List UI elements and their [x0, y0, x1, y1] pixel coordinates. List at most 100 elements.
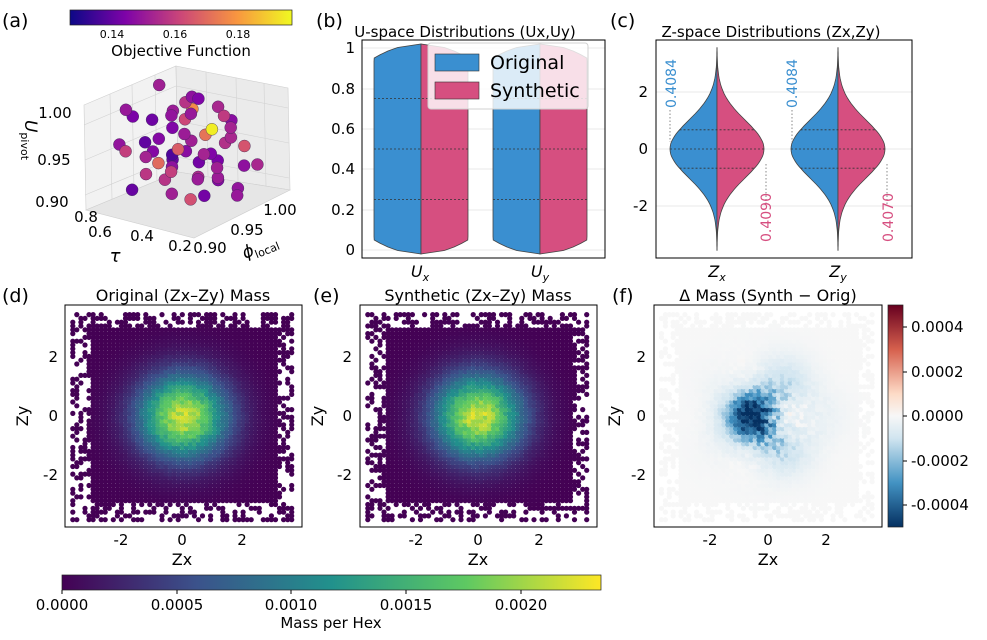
hex-cell — [494, 433, 501, 439]
hex-cell — [183, 414, 189, 420]
hex-cell — [555, 498, 561, 504]
hex-cell — [191, 437, 198, 443]
hex-cell — [175, 376, 181, 382]
hex-cell — [389, 498, 395, 504]
hex-cell — [171, 346, 177, 352]
hex-cell — [126, 433, 133, 439]
hex-cell — [413, 403, 420, 409]
hex-cell — [430, 475, 436, 481]
hex-cell — [244, 357, 250, 363]
hex-cell — [523, 475, 529, 481]
hex-cell — [458, 509, 464, 515]
hex-cell — [454, 509, 460, 515]
hex-cell — [401, 456, 407, 462]
scatter-points — [113, 78, 264, 206]
hex-cell — [511, 380, 517, 386]
hex-cell — [377, 482, 383, 489]
hex-cell — [531, 471, 537, 477]
hex-cell — [462, 410, 468, 417]
hex-cell — [454, 414, 460, 420]
hex-cell — [397, 490, 403, 496]
hex-cell — [450, 380, 456, 386]
hex-cell — [264, 460, 271, 466]
hex-cell — [559, 482, 566, 489]
hex-cell — [171, 406, 177, 413]
hex-cell — [555, 501, 561, 508]
hex-cell — [155, 422, 161, 428]
hex-cell — [430, 403, 436, 409]
hex-cell — [272, 482, 279, 489]
hex-cell — [446, 448, 452, 454]
hex-cell — [438, 429, 444, 436]
hex-cell — [458, 410, 464, 417]
hex-cell — [248, 437, 254, 443]
hex-cell — [78, 475, 84, 481]
hex-cell — [151, 334, 157, 341]
hex-cell — [135, 357, 141, 363]
hex-cell — [98, 418, 104, 424]
hex-cell — [519, 418, 525, 424]
hex-cell — [195, 479, 202, 485]
hex-cell — [272, 406, 279, 413]
hex-cell — [94, 406, 100, 413]
hex-cell — [377, 349, 383, 356]
hex-cell — [248, 479, 254, 485]
hex-cell — [385, 422, 391, 428]
hex-cell — [377, 444, 383, 451]
hex-cell — [139, 463, 145, 470]
hex-cell — [236, 437, 242, 443]
hex-cell — [486, 448, 493, 454]
hex-cell — [507, 479, 513, 485]
hex-cell — [438, 444, 444, 451]
hex-cell — [498, 460, 505, 466]
hex-cell — [393, 437, 399, 443]
hex-cell — [70, 380, 76, 386]
hex-cell — [260, 395, 266, 401]
hex-cell — [212, 422, 218, 428]
hex-cell — [462, 391, 468, 398]
hex-cell — [110, 399, 116, 405]
hex-cell — [413, 429, 420, 436]
hex-cell — [442, 460, 448, 466]
hex-cell — [163, 471, 169, 477]
hex-cell — [563, 505, 570, 511]
hex-cell — [393, 406, 399, 413]
hex-cell — [82, 406, 88, 413]
hex-cell — [260, 437, 266, 443]
hex-cell — [199, 376, 206, 382]
hex-cell — [159, 425, 165, 432]
hex-cell — [220, 418, 226, 424]
hex-cell — [256, 482, 262, 489]
hex-cell — [114, 380, 121, 386]
hex-cell — [571, 403, 578, 409]
hex-cell — [280, 403, 287, 409]
hex-cell — [216, 490, 222, 496]
hex-cell — [224, 399, 230, 405]
hex-cell — [466, 494, 472, 500]
colorbar-objective — [69, 9, 293, 26]
hex-cell — [535, 429, 541, 436]
hex-cell — [151, 498, 157, 504]
hex-cell — [409, 467, 416, 473]
hex-cell — [289, 391, 295, 398]
hex-cell — [393, 494, 399, 500]
hex-cell — [167, 444, 173, 451]
hex-cell — [78, 319, 84, 325]
hex-cell — [507, 425, 513, 432]
hex-cell — [417, 475, 424, 481]
hex-cell — [163, 346, 169, 352]
hex-cell — [191, 368, 198, 375]
hex-cell — [405, 376, 411, 382]
hex-cell — [584, 501, 590, 508]
hex-cell — [466, 482, 472, 489]
hex-cell — [559, 448, 566, 454]
hex-cell — [126, 414, 133, 420]
hex-cell — [515, 384, 521, 390]
hex-cell — [240, 425, 246, 432]
hex-cell — [409, 437, 416, 443]
hex-cell — [450, 498, 456, 504]
hex-cell — [143, 471, 149, 477]
hex-cell — [143, 399, 149, 405]
hex-cell — [102, 338, 108, 344]
hex-cell — [78, 494, 84, 500]
